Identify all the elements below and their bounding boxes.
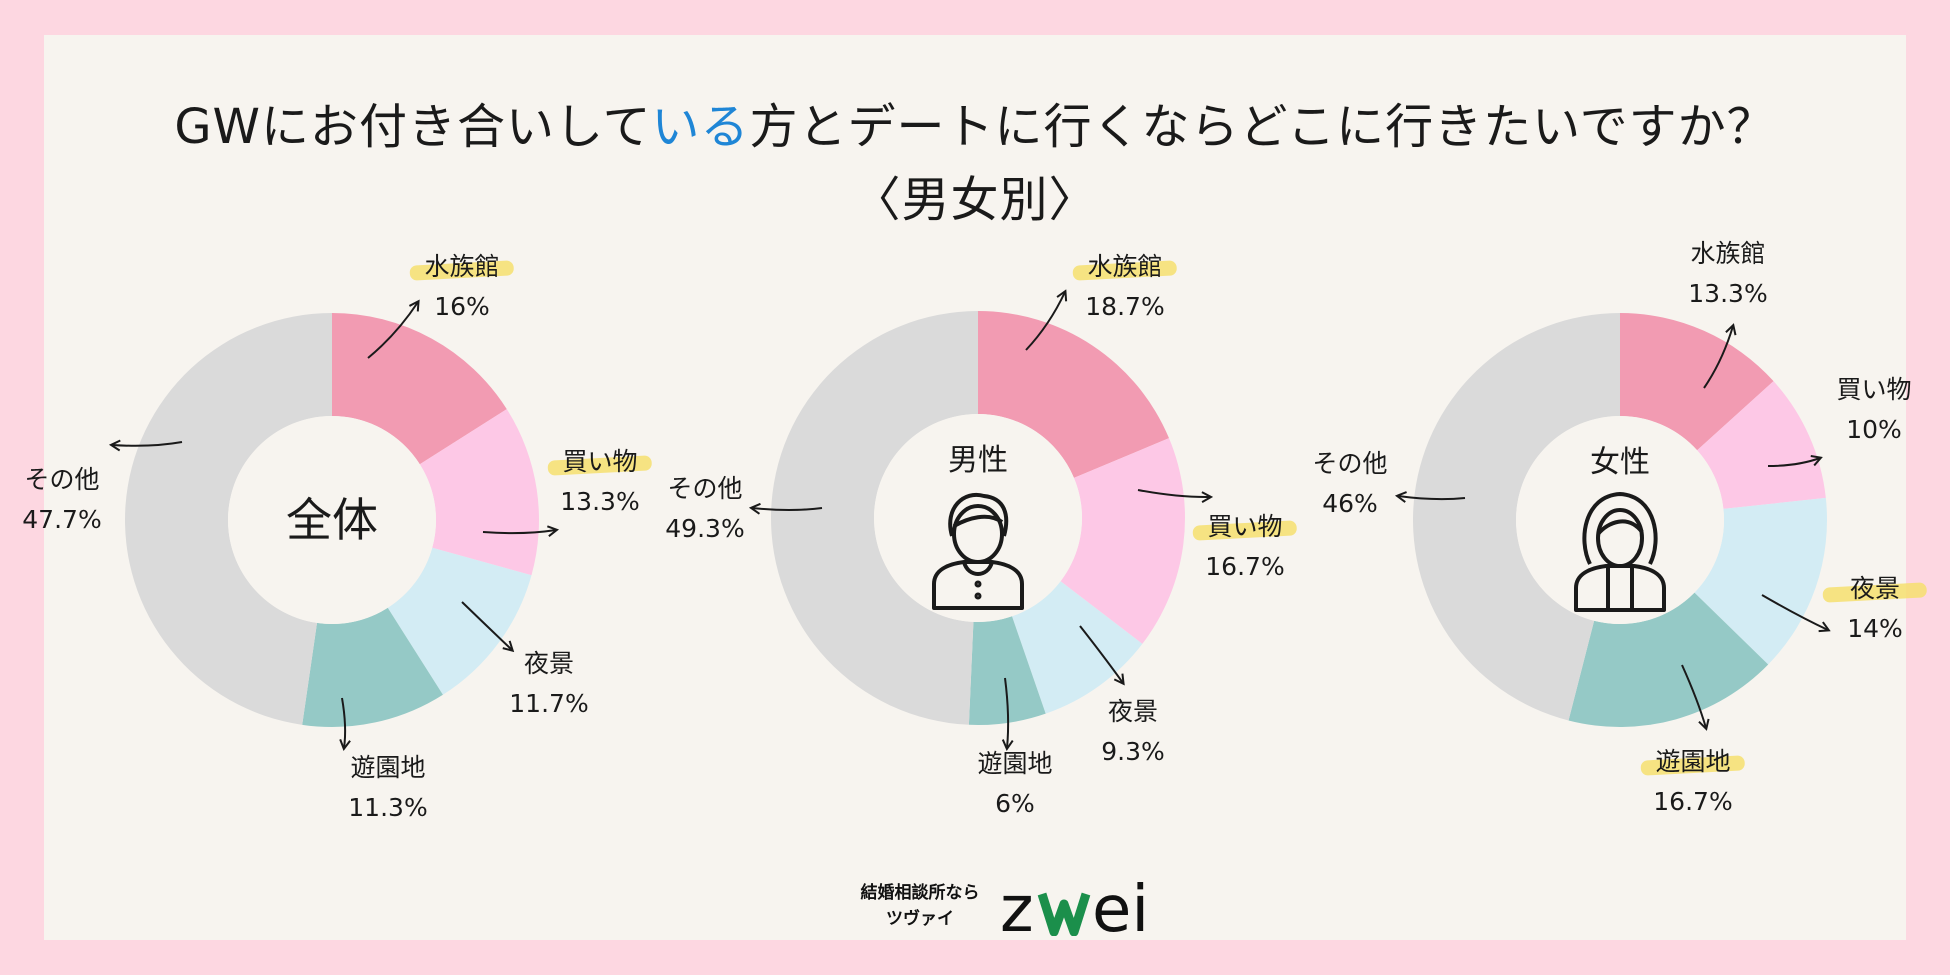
category-label: その他 xyxy=(1312,449,1387,478)
category-label: 買い物 xyxy=(1836,375,1911,404)
slice-5 xyxy=(770,311,978,725)
donut-chart-3: 女性 水族館 13.3% 買い物 10% 夜景 14% 遊園地 16.7% その他 46% xyxy=(1312,239,1927,816)
label-highlight xyxy=(1640,755,1745,776)
label-highlight xyxy=(1192,520,1297,541)
center-label: 女性 xyxy=(1590,445,1650,480)
chart-subtitle: 〈男女別〉 xyxy=(852,172,1098,228)
slice-2 xyxy=(1060,438,1185,644)
callout-arrow xyxy=(1761,594,1828,630)
donut-chart-2: 男性 水族館 18.7% 買い物 16.7% 夜景 9.3% 遊園地 6% その他 49.3% xyxy=(665,252,1297,818)
value-label: 47.7% xyxy=(22,505,101,534)
value-label: 18.7% xyxy=(1085,292,1164,321)
value-label: 14% xyxy=(1847,614,1903,643)
category-label: 水族館 xyxy=(424,252,499,281)
man-icon xyxy=(932,492,1024,610)
logo-brand-ei: ei xyxy=(1092,876,1149,936)
logo-tagline: 結婚相談所なら ツヴァイ xyxy=(860,883,980,929)
logo-brand-z: z xyxy=(1000,876,1034,936)
slice-3 xyxy=(1694,497,1827,665)
category-label: 水族館 xyxy=(1690,239,1765,268)
value-label: 11.7% xyxy=(509,689,588,718)
value-label: 16% xyxy=(434,292,490,321)
slice-3 xyxy=(387,547,532,695)
slice-5 xyxy=(1413,313,1620,721)
value-label: 46% xyxy=(1322,489,1378,518)
callout-arrow xyxy=(461,601,512,650)
callout-arrow xyxy=(367,302,418,359)
slice-4 xyxy=(1568,592,1769,727)
label-highlight xyxy=(409,260,514,281)
slice-1 xyxy=(1620,313,1774,451)
woman-icon xyxy=(1574,492,1666,612)
value-label: 6% xyxy=(995,789,1035,818)
category-label: 夜景 xyxy=(524,649,574,678)
callout-arrow xyxy=(1079,625,1123,683)
category-label: 水族館 xyxy=(1087,252,1162,281)
category-label: 遊園地 xyxy=(350,753,425,782)
value-label: 11.3% xyxy=(348,793,427,822)
zwei-logo-mark: z ei xyxy=(1000,876,1149,936)
label-highlight xyxy=(1822,582,1927,603)
category-label: 夜景 xyxy=(1108,697,1158,726)
category-label: 遊園地 xyxy=(977,749,1052,778)
center-label: 男性 xyxy=(948,443,1008,478)
callout-arrow xyxy=(342,697,345,748)
label-highlight xyxy=(547,455,652,476)
slice-1 xyxy=(978,311,1169,478)
donut-hole xyxy=(228,416,436,624)
category-label: その他 xyxy=(667,474,742,503)
slice-5 xyxy=(124,313,333,725)
value-label: 10% xyxy=(1846,415,1902,444)
callout-arrow xyxy=(1681,664,1706,728)
value-label: 16.7% xyxy=(1205,552,1284,581)
callout-arrow xyxy=(1137,489,1210,497)
value-label: 49.3% xyxy=(665,514,744,543)
callout-arrow xyxy=(1767,458,1820,467)
chart-title: GWにお付き合いしている方とデートに行くならどこに行きたいですか？ xyxy=(174,99,1776,155)
slice-2 xyxy=(1697,381,1826,509)
slice-4 xyxy=(302,607,443,727)
value-label: 13.3% xyxy=(560,487,639,516)
value-label: 16.7% xyxy=(1653,787,1732,816)
center-label: 全体 xyxy=(286,493,378,547)
callout-arrow xyxy=(112,442,183,446)
category-label: 夜景 xyxy=(1850,574,1900,603)
value-label: 9.3% xyxy=(1101,737,1165,766)
logo-heart-w xyxy=(1037,892,1091,936)
category-label: 遊園地 xyxy=(1655,747,1730,776)
slice-3 xyxy=(1011,581,1143,714)
category-label: 買い物 xyxy=(1207,512,1282,541)
callout-arrow xyxy=(1703,326,1733,389)
value-label: 13.3% xyxy=(1688,279,1767,308)
title-highlight: いる xyxy=(651,99,750,155)
category-label: その他 xyxy=(24,465,99,494)
label-highlight xyxy=(1072,260,1177,281)
donut-chart-1: 全体 水族館 16% 買い物 13.3% 夜景 11.7% 遊園地 11.3% その他 47.7% xyxy=(22,252,652,822)
callout-arrow xyxy=(1025,292,1065,351)
callout-arrow xyxy=(1398,496,1466,499)
slice-4 xyxy=(968,616,1046,725)
category-label: 買い物 xyxy=(562,447,637,476)
callout-arrow xyxy=(482,530,556,533)
callout-arrow xyxy=(1005,677,1008,748)
callout-arrow xyxy=(752,508,823,510)
